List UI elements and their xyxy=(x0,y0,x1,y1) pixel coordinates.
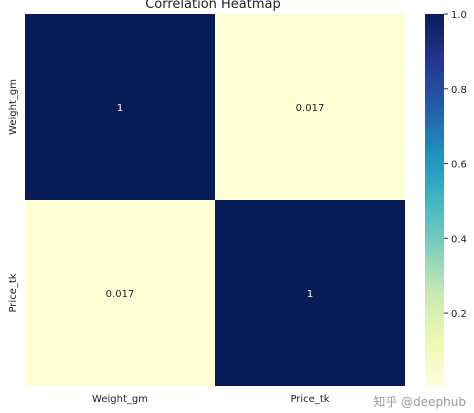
colorbar xyxy=(425,14,444,386)
cell-annotation: 1 xyxy=(117,103,123,114)
watermark: 知乎 @deephub xyxy=(373,395,466,409)
heatmap-cell xyxy=(215,200,405,386)
colorbar-tick-label: 1.0 xyxy=(451,10,467,21)
heatmap-cell xyxy=(215,14,405,200)
cell-annotation: 1 xyxy=(307,289,313,300)
colorbar-tick-label: 0.6 xyxy=(451,160,467,171)
colorbar-tick-label: 0.2 xyxy=(451,309,467,320)
cell-annotation: 0.017 xyxy=(106,289,135,300)
heatmap-cell xyxy=(25,200,215,386)
y-tick-label: Price_tk xyxy=(8,273,19,312)
colorbar-tick-label: 0.8 xyxy=(451,85,467,96)
cell-annotation: 0.017 xyxy=(296,103,325,114)
x-tick-label: Weight_gm xyxy=(92,394,148,405)
heatmap-cell xyxy=(25,14,215,200)
x-tick-label: Price_tk xyxy=(290,394,329,405)
colorbar-tick-label: 0.4 xyxy=(451,234,467,245)
chart-title: Correlation Heatmap xyxy=(145,0,281,12)
y-tick-label: Weight_gm xyxy=(8,79,19,135)
